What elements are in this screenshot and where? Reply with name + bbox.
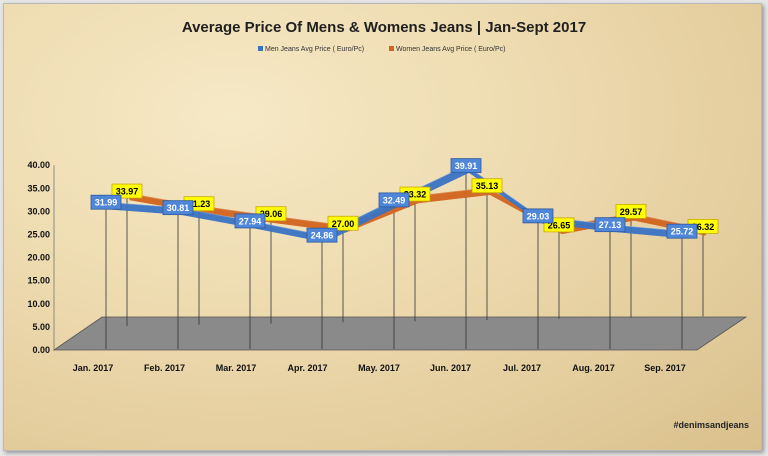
y-tick-label: 0.00 xyxy=(32,345,50,355)
men-label-box xyxy=(306,227,338,243)
chart-floor xyxy=(52,316,748,351)
legend: Men Jeans Avg Price ( Euro/Pc) Women Jea… xyxy=(258,46,505,53)
men-label-box xyxy=(90,194,122,210)
women-label-box xyxy=(111,183,143,199)
legend-item-men: Men Jeans Avg Price ( Euro/Pc) xyxy=(258,46,364,53)
chart-title: Average Price Of Mens & Womens Jeans | J… xyxy=(182,19,586,36)
x-tick-label: Apr. 2017 xyxy=(287,363,327,373)
men-label-box xyxy=(666,223,698,239)
x-tick-label: Mar. 2017 xyxy=(216,363,257,373)
women-label: 26.65 xyxy=(548,220,571,230)
women-label: 31.23 xyxy=(188,199,211,209)
legend-label-women: Women Jeans Avg Price ( Euro/Pc) xyxy=(396,46,505,53)
y-tick-label: 35.00 xyxy=(27,183,50,193)
women-label: 33.32 xyxy=(404,190,427,200)
y-tick-label: 10.00 xyxy=(27,299,50,309)
x-tick-label: Feb. 2017 xyxy=(144,363,185,373)
women-label: 35.13 xyxy=(476,181,499,191)
men-label-box xyxy=(234,213,266,229)
women-label-box xyxy=(327,215,359,231)
y-tick-label: 20.00 xyxy=(27,253,50,263)
women-label: 29.06 xyxy=(260,209,283,219)
x-tick-label: Aug. 2017 xyxy=(572,363,615,373)
women-label-box xyxy=(471,178,503,194)
chart-frame: Average Price Of Mens & Womens Jeans | J… xyxy=(3,3,762,451)
y-tick-label: 5.00 xyxy=(32,322,50,332)
y-tick-label: 30.00 xyxy=(27,206,50,216)
men-label-box xyxy=(594,217,626,233)
men-label-box xyxy=(162,200,194,216)
men-label: 25.72 xyxy=(671,227,694,237)
x-axis: Jan. 2017 Feb. 2017 Mar. 2017 Apr. 2017 May.… xyxy=(73,363,686,373)
men-label-box xyxy=(450,158,482,174)
men-label: 24.86 xyxy=(311,231,334,241)
watermark: #denimsandjeans xyxy=(673,420,749,430)
chart-svg: Average Price Of Mens & Womens Jeans | J… xyxy=(27,19,749,430)
women-label: 29.57 xyxy=(620,207,643,217)
men-label: 39.91 xyxy=(455,161,478,171)
women-label: 26.32 xyxy=(692,222,715,232)
legend-swatch-men xyxy=(258,46,263,51)
x-tick-label: Jun. 2017 xyxy=(430,363,471,373)
data-labels: 33.97 31.23 29.06 27.00 33.32 35.13 26.65 29.57… xyxy=(90,158,719,243)
men-label: 30.81 xyxy=(167,203,190,213)
x-tick-label: Jul. 2017 xyxy=(503,363,541,373)
men-label: 32.49 xyxy=(383,195,406,205)
y-tick-label: 40.00 xyxy=(27,160,50,170)
drop-lines xyxy=(105,165,704,349)
legend-item-women: Women Jeans Avg Price ( Euro/Pc) xyxy=(389,46,505,53)
women-label: 27.00 xyxy=(332,219,355,229)
y-tick-label: 25.00 xyxy=(27,230,50,240)
men-label-box xyxy=(522,208,554,224)
legend-label-men: Men Jeans Avg Price ( Euro/Pc) xyxy=(265,46,364,53)
men-label: 31.99 xyxy=(95,198,118,208)
men-label-box xyxy=(378,192,410,208)
y-axis: 0.00 5.00 10.00 15.00 20.00 25.00 30.00 35.00 40… xyxy=(27,160,55,355)
women-label-box xyxy=(615,203,647,219)
x-tick-label: Jan. 2017 xyxy=(73,363,114,373)
women-label: 33.97 xyxy=(116,187,139,197)
men-label: 29.03 xyxy=(527,211,550,221)
y-tick-label: 15.00 xyxy=(27,276,50,286)
men-label: 27.94 xyxy=(239,216,262,226)
x-tick-label: May. 2017 xyxy=(358,363,400,373)
legend-swatch-women xyxy=(389,46,394,51)
men-label: 27.13 xyxy=(599,220,622,230)
x-tick-label: Sep. 2017 xyxy=(644,363,686,373)
